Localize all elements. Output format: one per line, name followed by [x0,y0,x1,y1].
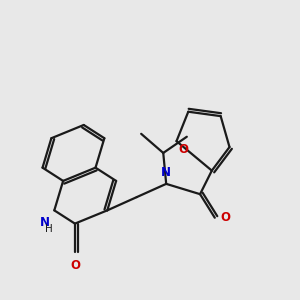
Text: O: O [221,211,231,224]
Text: O: O [70,259,80,272]
Text: H: H [45,224,53,235]
Text: N: N [161,167,171,179]
Text: O: O [178,142,188,156]
Text: N: N [40,216,50,229]
